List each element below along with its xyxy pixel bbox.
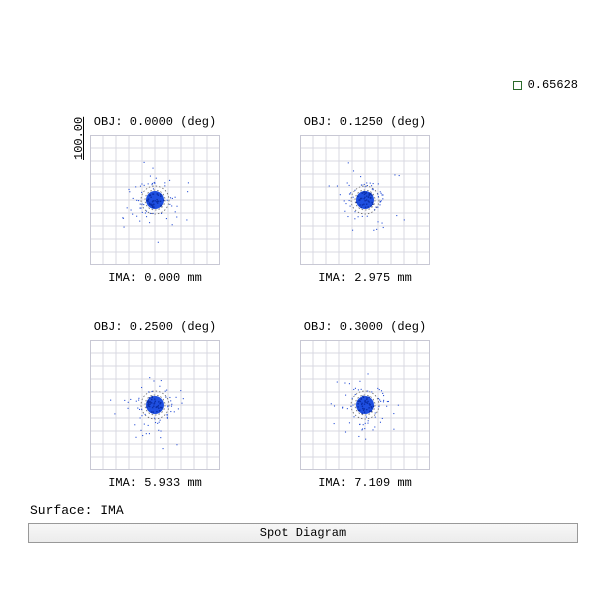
spot-panel: OBJ: 0.2500 (deg) IMA: 5.933 mm (90, 320, 220, 490)
panel-obj-label: OBJ: 0.0000 (deg) (90, 115, 220, 129)
panel-ima-label: IMA: 5.933 mm (90, 476, 220, 490)
panel-obj-label: OBJ: 0.2500 (deg) (90, 320, 220, 334)
wavelength-legend: 0.65628 (513, 78, 578, 92)
panel-ima-label: IMA: 0.000 mm (90, 271, 220, 285)
spot-plot (90, 340, 220, 470)
spot-panel: OBJ: 0.1250 (deg) IMA: 2.975 mm (300, 115, 430, 285)
panel-obj-label: OBJ: 0.1250 (deg) (300, 115, 430, 129)
y-axis-scale-label: 100.00 (72, 117, 86, 160)
spot-panel: OBJ: 0.0000 (deg) IMA: 0.000 mm (90, 115, 220, 285)
panel-ima-label: IMA: 7.109 mm (300, 476, 430, 490)
spot-plot (90, 135, 220, 265)
panel-obj-label: OBJ: 0.3000 (deg) (300, 320, 430, 334)
panel-ima-label: IMA: 2.975 mm (300, 271, 430, 285)
spot-plot (300, 135, 430, 265)
spot-panel: OBJ: 0.3000 (deg) IMA: 7.109 mm (300, 320, 430, 490)
spot-plot (300, 340, 430, 470)
diagram-title-bar: Spot Diagram (28, 523, 578, 543)
legend-swatch-icon (513, 81, 522, 90)
spot-diagram-grid: OBJ: 0.0000 (deg) IMA: 0.000 mm OBJ: 0.1… (90, 115, 430, 490)
wavelength-value: 0.65628 (528, 78, 578, 92)
surface-label: Surface: IMA (30, 503, 124, 518)
